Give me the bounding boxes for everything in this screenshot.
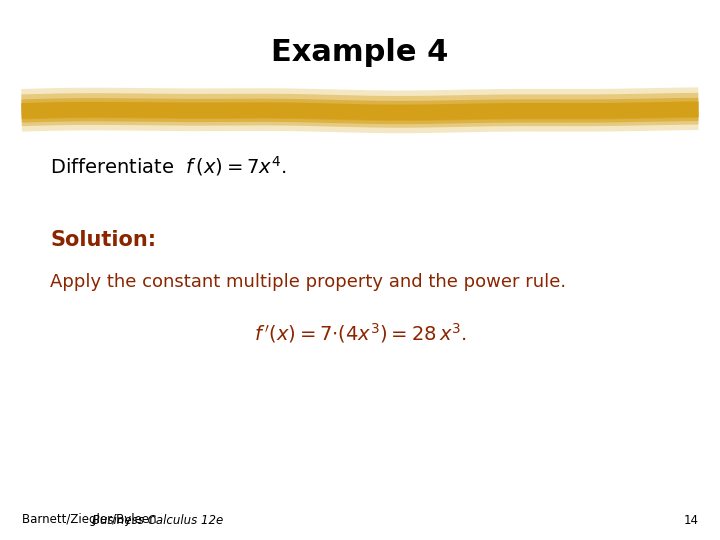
Text: Example 4: Example 4 — [271, 38, 449, 67]
Text: 14: 14 — [683, 514, 698, 526]
Text: Differentiate  $f\,(x) = 7x^4.$: Differentiate $f\,(x) = 7x^4.$ — [50, 154, 287, 178]
Text: Business Calculus 12e: Business Calculus 12e — [92, 514, 223, 526]
Text: Solution:: Solution: — [50, 230, 156, 249]
Text: $f\,'(x) = 7{\cdot}(4x^3) = 28\,x^3.$: $f\,'(x) = 7{\cdot}(4x^3) = 28\,x^3.$ — [253, 321, 467, 345]
Text: Apply the constant multiple property and the power rule.: Apply the constant multiple property and… — [50, 273, 567, 291]
Text: Barnett/Ziegler/Byleen: Barnett/Ziegler/Byleen — [22, 514, 160, 526]
